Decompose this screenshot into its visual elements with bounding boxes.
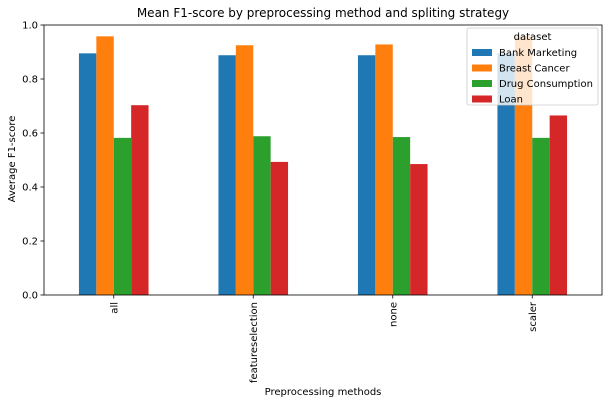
x-tick-label-all: all	[109, 302, 120, 314]
bar-loan-none	[410, 164, 428, 295]
bar-loan-featureselection	[270, 161, 289, 295]
y-axis-label: Average F1-score	[7, 116, 18, 203]
x-tick-label-featureselection: featureselection	[249, 302, 260, 383]
bar-bank-marketing-scaler	[497, 53, 515, 295]
legend-label-breast-cancer: Breast Cancer	[499, 64, 570, 75]
legend-swatch-bank-marketing	[472, 49, 492, 56]
bar-drug-consumption-none	[392, 137, 411, 295]
bar-drug-consumption-scaler	[532, 137, 550, 295]
chart-title: Mean F1-score by preprocessing method an…	[137, 6, 509, 20]
legend-label-drug-consumption: Drug Consumption	[499, 79, 593, 90]
bar-breast-cancer-all	[96, 36, 114, 296]
bar-bank-marketing-all	[78, 53, 97, 295]
bar-breast-cancer-none	[375, 44, 393, 295]
y-tick-label: 0.6	[22, 129, 38, 140]
bar-drug-consumption-all	[113, 137, 132, 295]
bar-bank-marketing-none	[357, 55, 376, 295]
legend-swatch-loan	[472, 95, 492, 103]
y-tick-label: 0.2	[22, 237, 38, 248]
y-tick-label: 1.0	[22, 21, 38, 32]
plot-frame	[43, 24, 603, 296]
bar-drug-consumption-featureselection	[253, 136, 271, 295]
bar-loan-scaler	[549, 115, 568, 295]
y-tick-label: 0.0	[22, 291, 38, 302]
bar-breast-cancer-featureselection	[235, 45, 254, 295]
legend: dataset Bank Marketing Breast Cancer Drug C…	[466, 27, 599, 106]
legend-title: dataset	[514, 32, 552, 43]
legend-label-loan: Loan	[499, 95, 523, 106]
bar-loan-all	[131, 105, 149, 295]
legend-swatch-breast-cancer	[472, 64, 492, 72]
x-tick-label-none: none	[388, 302, 399, 327]
legend-label-bank-marketing: Bank Marketing	[499, 48, 577, 59]
x-axis: all featureselection none scaler	[109, 295, 539, 383]
y-axis: 0.0 0.2 0.4 0.6 0.8 1.0	[22, 21, 44, 302]
y-tick-label: 0.8	[22, 75, 38, 86]
x-tick-label-scaler: scaler	[528, 301, 539, 332]
x-axis-label: Preprocessing methods	[265, 387, 382, 398]
legend-box	[466, 27, 599, 106]
legend-swatch-drug-consumption	[472, 80, 492, 87]
y-tick-label: 0.4	[22, 183, 38, 194]
bar-bank-marketing-featureselection	[218, 55, 236, 295]
